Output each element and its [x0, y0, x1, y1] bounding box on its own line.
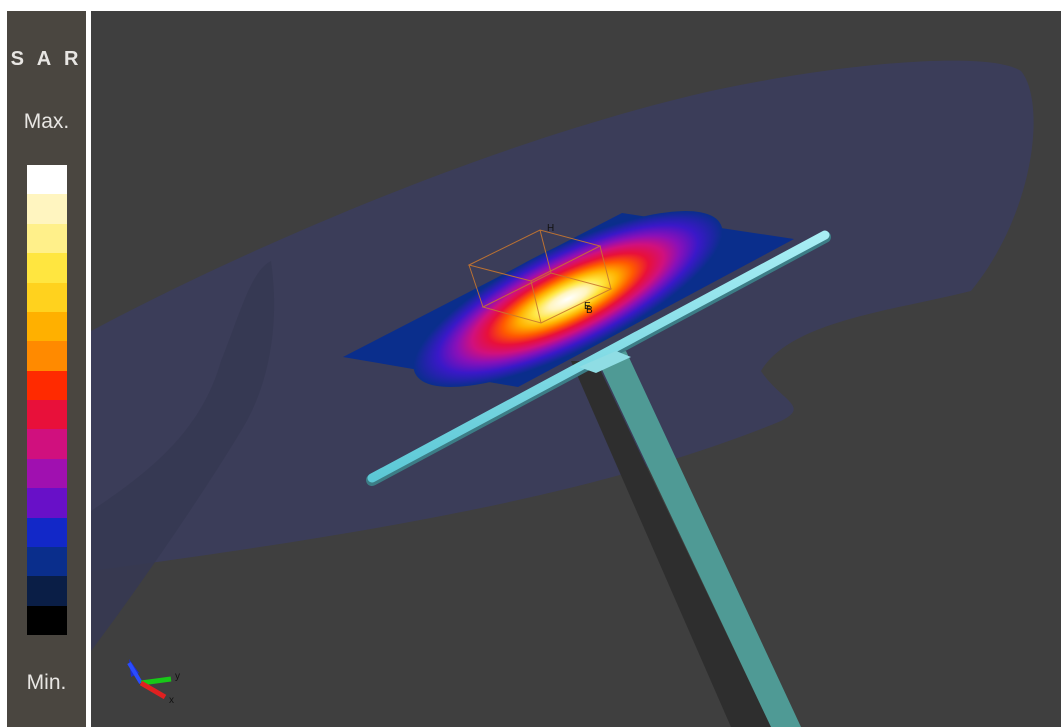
probe-wireframe — [467, 229, 613, 324]
legend-min-label: Min. — [26, 671, 67, 694]
colorbar-step — [27, 223, 67, 254]
legend-title: S A R — [10, 48, 83, 70]
3d-viewport[interactable]: H E B y x — [91, 11, 1061, 727]
sar-legend-panel: S A R Max. Min. — [7, 11, 86, 727]
colorbar-step — [27, 488, 67, 518]
colorbar-step — [27, 165, 67, 195]
colorbar-step — [27, 576, 67, 606]
colorbar-step — [27, 458, 67, 489]
feed-stand — [596, 351, 801, 727]
colorbar-step — [27, 194, 67, 224]
axis-x-label: x — [169, 695, 174, 706]
phantom-side — [91, 261, 275, 651]
sar-colorbar — [27, 165, 67, 635]
colorbar-step — [27, 370, 67, 400]
e-field-label: E — [584, 301, 591, 312]
scene-canvas[interactable]: H E B y x — [91, 11, 1061, 727]
colorbar-step — [27, 311, 67, 342]
colorbar-step — [27, 517, 67, 547]
colorbar-step — [27, 341, 67, 371]
dipole-antenna[interactable] — [366, 230, 831, 486]
legend-max-label: Max. — [23, 110, 70, 133]
colorbar-step — [27, 282, 67, 312]
sar-slice-plane — [343, 211, 794, 387]
axes-orientation-icon: y x — [127, 659, 180, 706]
colorbar-step — [27, 546, 67, 577]
colorbar-step — [27, 400, 67, 430]
feed-stand-shadow — [571, 361, 771, 727]
colorbar-step — [27, 429, 67, 459]
h-field-label: H — [547, 223, 554, 234]
colorbar-step — [27, 605, 67, 635]
b-field-label: B — [586, 305, 593, 316]
axis-y-label: y — [175, 671, 180, 682]
colorbar-step — [27, 253, 67, 283]
